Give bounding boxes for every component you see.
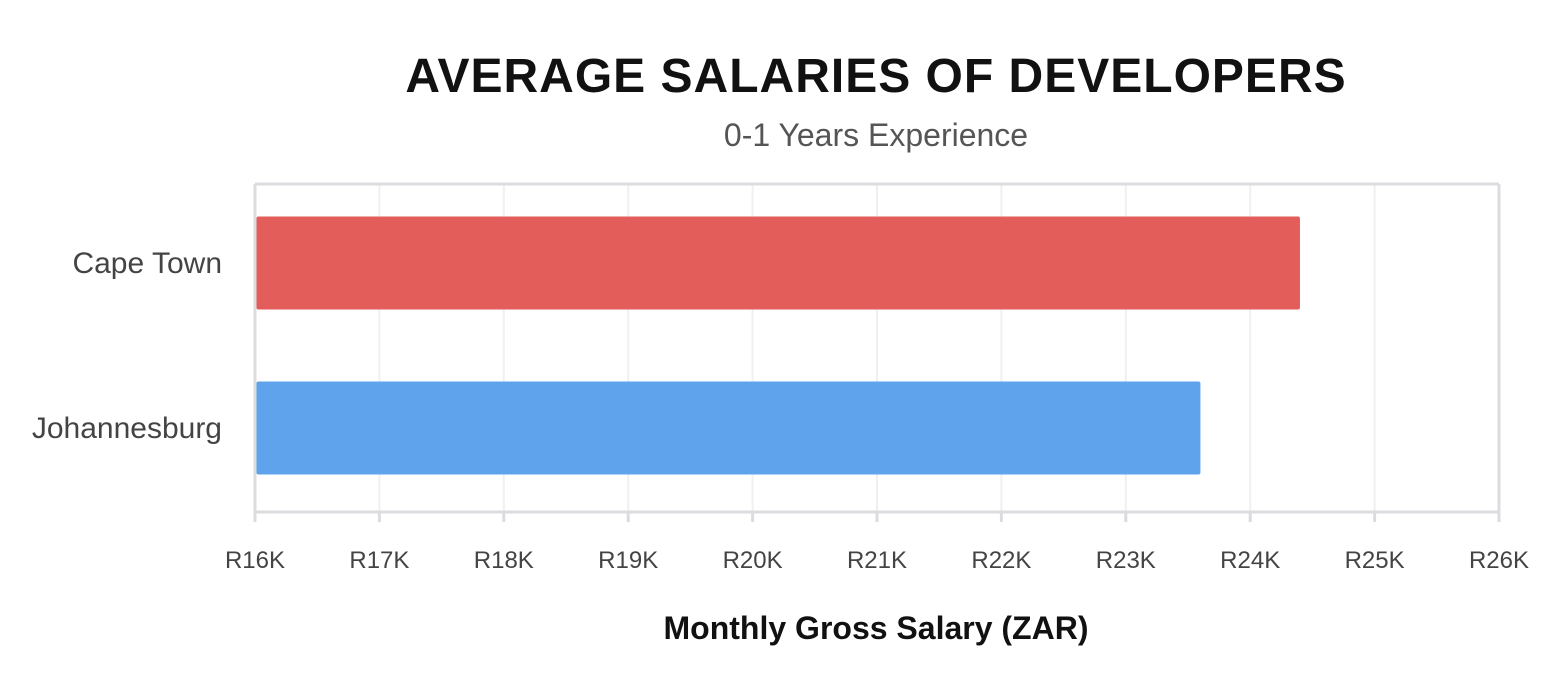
x-tick-label: R24K (1220, 547, 1280, 574)
x-tick-label: R16K (225, 547, 285, 574)
bar-johannesburg (256, 381, 1201, 475)
category-label: Johannesburg (32, 412, 222, 445)
bars (256, 216, 1300, 475)
x-axis-ticks: R16K R17K R18K R19K R20K R21K R22K R23K R24K R25K… (225, 512, 1529, 574)
x-tick-label: R20K (723, 547, 783, 574)
x-tick-label: R21K (847, 547, 907, 574)
x-tick-label: R17K (349, 547, 409, 574)
chart-subtitle: 0-1 Years Experience (724, 117, 1028, 153)
x-tick-label: R23K (1096, 547, 1156, 574)
category-labels: Cape Town Johannesburg (32, 247, 222, 445)
x-tick-label: R25K (1345, 547, 1405, 574)
x-axis-title: Monthly Gross Salary (ZAR) (664, 610, 1089, 646)
x-tick-label: R22K (971, 547, 1031, 574)
chart-title: AVERAGE SALARIES OF DEVELOPERS (405, 50, 1346, 103)
x-tick-label: R18K (474, 547, 534, 574)
x-tick-label: R19K (598, 547, 658, 574)
category-label: Cape Town (72, 247, 222, 280)
x-tick-label: R26K (1469, 547, 1529, 574)
bar-cape-town (256, 216, 1300, 310)
